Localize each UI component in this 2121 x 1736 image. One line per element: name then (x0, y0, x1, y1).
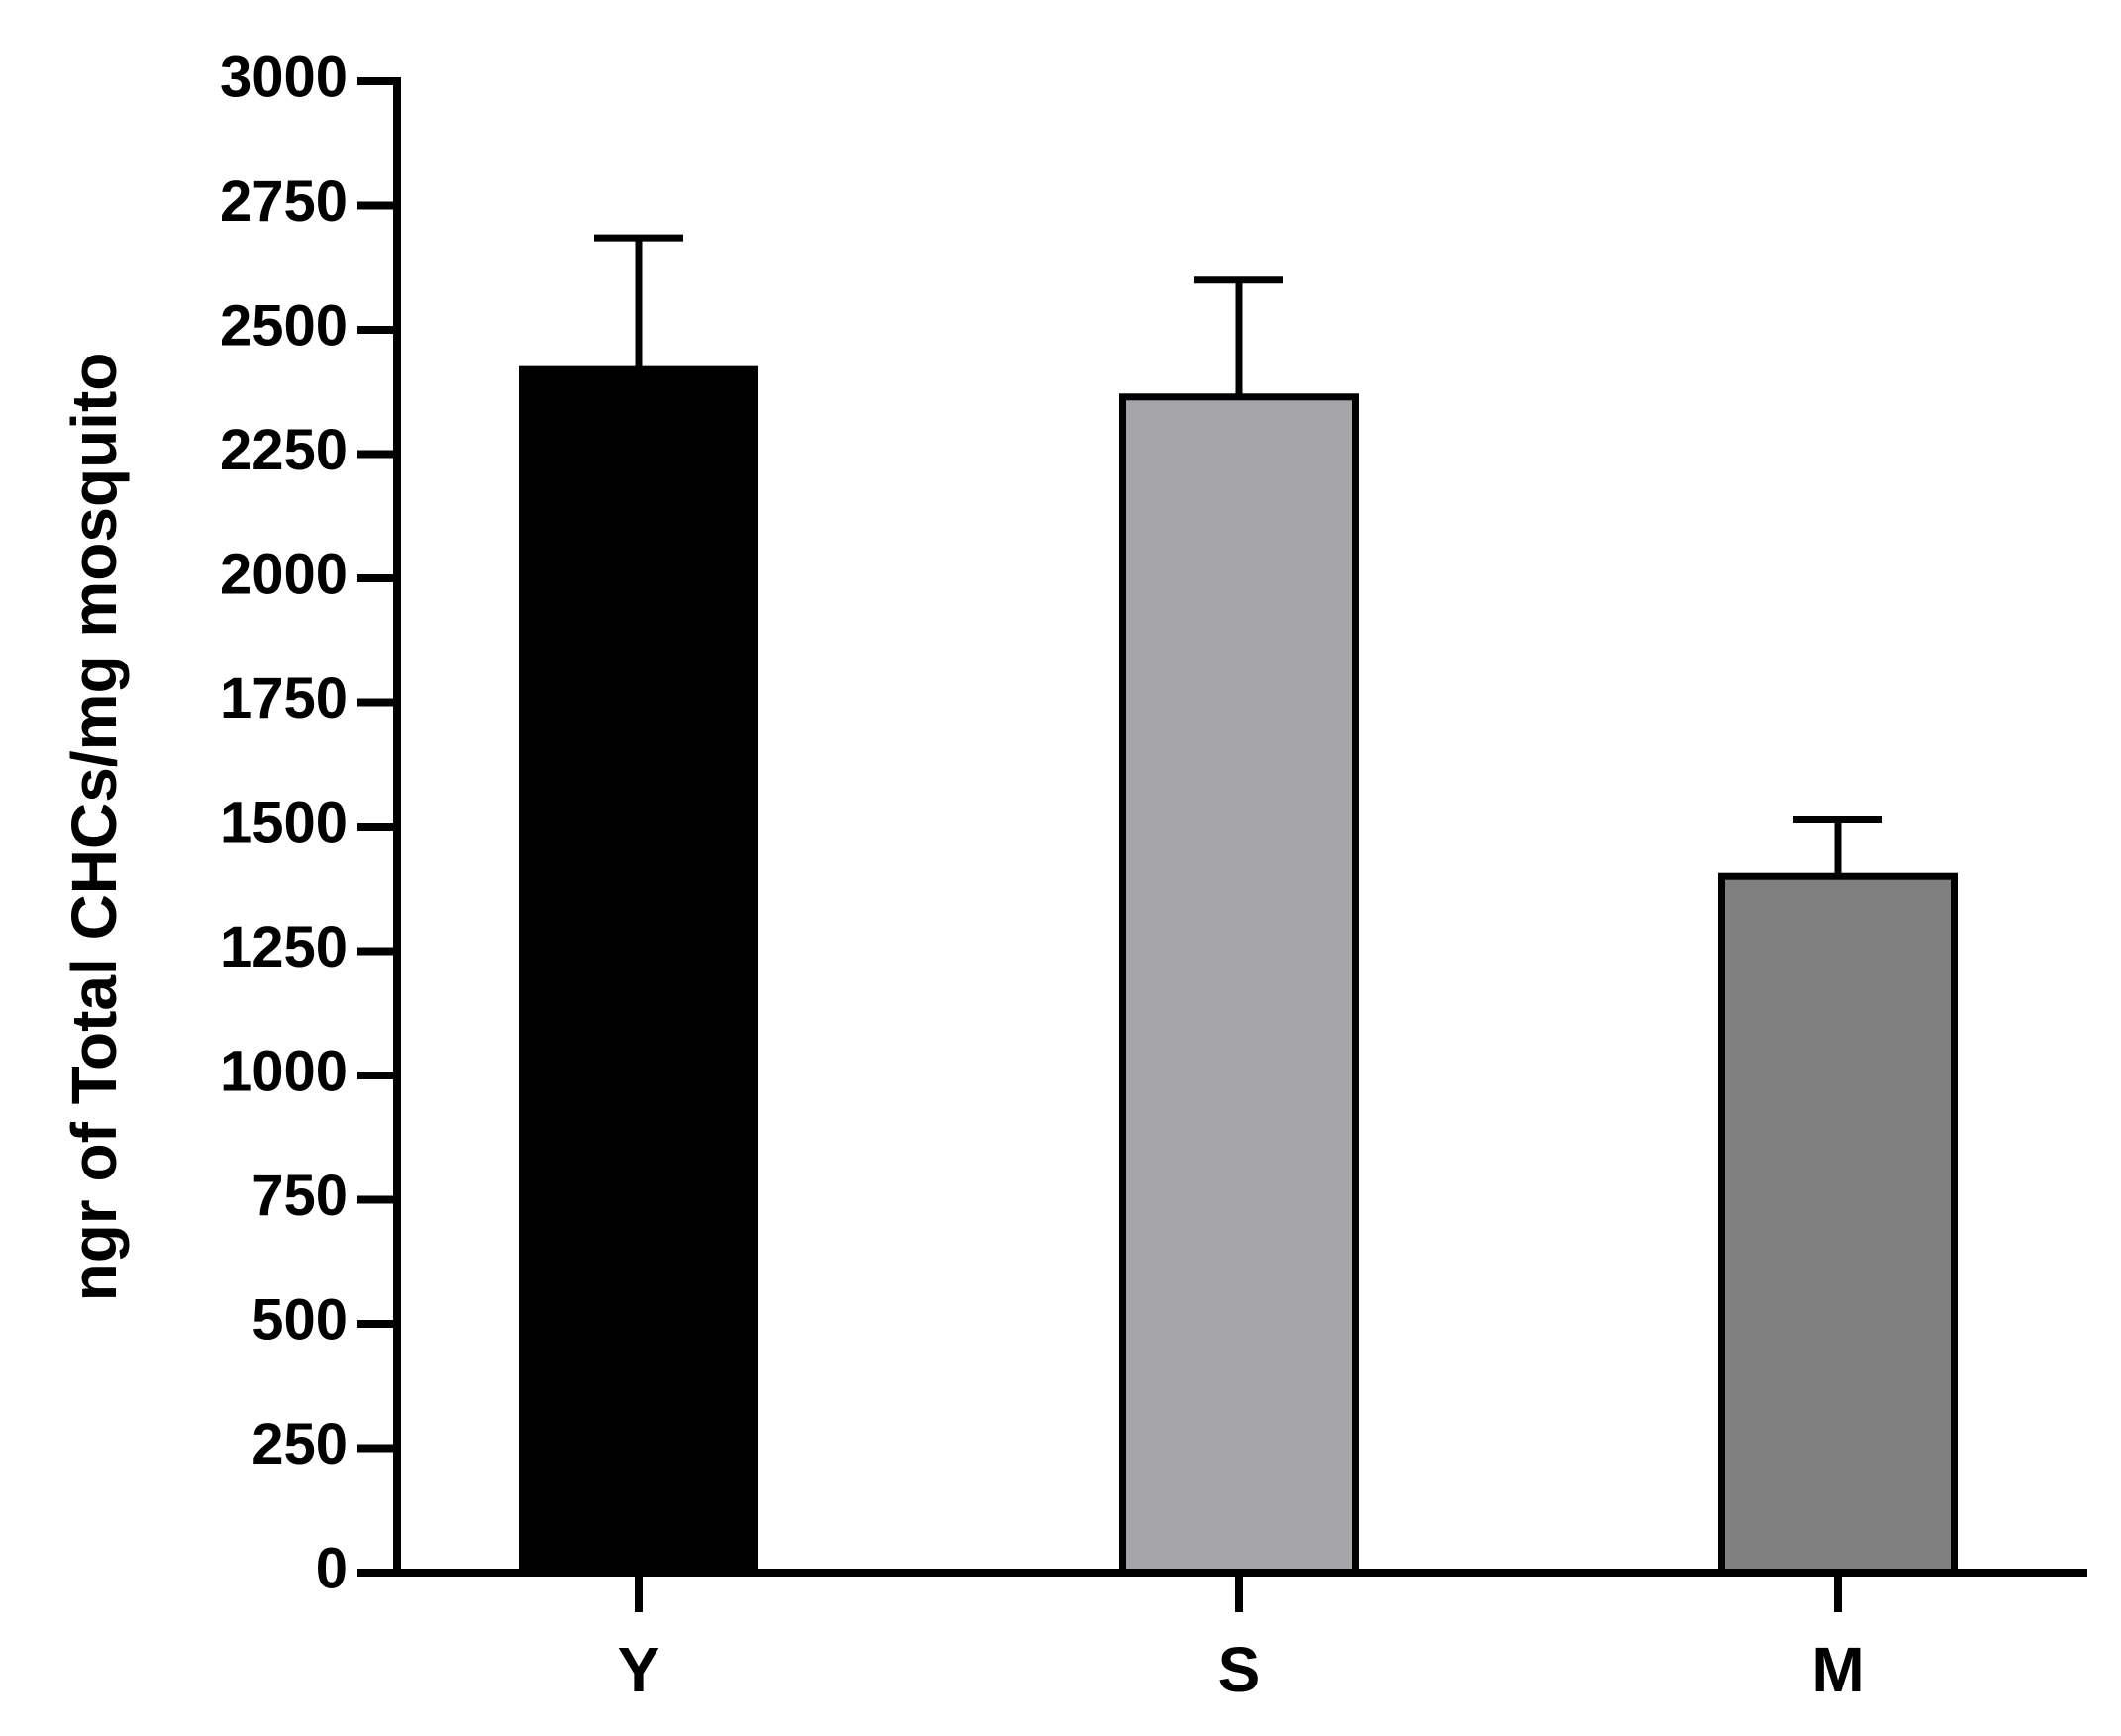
y-tick-label: 2500 (220, 293, 348, 357)
y-tick-label: 1250 (220, 915, 348, 979)
y-tick-label: 750 (252, 1164, 348, 1228)
y-tick-label: 500 (252, 1287, 348, 1352)
y-tick-label: 0 (316, 1536, 348, 1600)
y-tick-label: 3000 (220, 45, 348, 109)
y-tick-label: 1000 (220, 1039, 348, 1103)
bar (519, 365, 758, 1577)
bar (1119, 393, 1359, 1577)
bar (1718, 872, 1958, 1577)
y-tick-label: 1500 (220, 790, 348, 855)
y-tick-label: 2750 (220, 169, 348, 234)
x-tick-label: Y (618, 1634, 660, 1705)
y-tick-label: 250 (252, 1412, 348, 1477)
y-tick-label: 2250 (220, 418, 348, 482)
x-tick-label: M (1811, 1634, 1864, 1705)
y-tick-label: 2000 (220, 542, 348, 606)
y-axis-label: ngr of Total CHCs/mg mosquito (58, 353, 130, 1302)
y-tick-label: 1750 (220, 666, 348, 731)
x-tick-label: S (1218, 1634, 1261, 1705)
